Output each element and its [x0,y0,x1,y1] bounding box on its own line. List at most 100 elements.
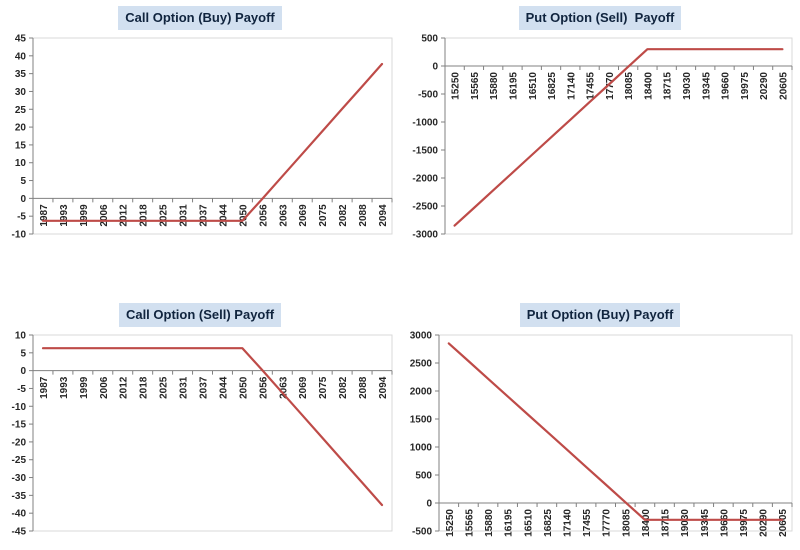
x-category-label: 17140 [562,509,573,537]
x-category-label: 17770 [605,72,616,100]
chart-title-put-buy: Put Option (Buy) Payoff [519,303,681,327]
x-category-label: 2082 [338,204,349,227]
x-category-label: 15880 [489,72,500,100]
x-category-label: 15250 [445,509,456,537]
y-tick-label: 15 [15,140,27,151]
chart-title-wrap: Put Option (Sell) Payoff [400,6,800,30]
x-category-label: 18715 [661,509,672,537]
x-category-label: 20605 [778,509,789,537]
x-category-label: 2006 [99,376,110,399]
y-tick-label: 30 [15,87,27,98]
y-tick-label: 40 [15,51,27,62]
y-tick-label: -1500 [412,146,438,157]
x-category-label: 1999 [79,204,90,227]
y-tick-label: 500 [421,34,438,45]
chart-panel-put-sell: Put Option (Sell) Payoff 500 0 -500 -1000 -1… [400,0,800,275]
x-category-label: 2025 [159,204,170,227]
x-category-label: 2075 [318,376,329,399]
x-category-label: 2063 [278,376,289,399]
x-category-label: 2006 [99,204,110,227]
y-tick-label: -500 [418,90,438,101]
x-category-label: 2063 [278,204,289,227]
x-category-label: 16195 [504,509,515,537]
x-category-label: 2037 [199,376,210,399]
chart-panel-call-buy: Call Option (Buy) Payoff 45 40 35 30 25 20 15 1… [0,0,400,275]
x-category-label: 2056 [258,376,269,399]
y-tick-label: -500 [412,527,432,538]
y-tick-label: -15 [12,420,27,431]
x-category-label: 2012 [119,376,130,399]
x-category-label: 19660 [721,72,732,100]
chart-title-put-sell: Put Option (Sell) Payoff [518,6,682,30]
x-category-label: 2012 [119,204,130,227]
x-category-label: 2044 [218,204,229,227]
x-category-label: 18400 [641,509,652,537]
x-category-label: 19975 [740,72,751,100]
y-tick-label: -40 [12,509,27,520]
y-tick-label: 0 [432,62,438,73]
x-category-label: 19030 [682,72,693,100]
chart-title-wrap: Call Option (Buy) Payoff [0,6,400,30]
value-axis: 45 40 35 30 25 20 15 10 5 0 -5 -10 [12,34,34,241]
x-category-label: 15565 [464,509,475,537]
y-tick-label: -1000 [412,118,438,129]
x-category-label: 1987 [39,204,50,227]
x-category-label: 19345 [701,72,712,100]
y-tick-label: 10 [15,331,27,342]
y-tick-label: 0 [20,366,26,377]
y-tick-label: 35 [15,69,27,80]
payoff-line [41,347,384,507]
chart-title-wrap: Put Option (Buy) Payoff [400,303,800,327]
x-category-label: 2050 [238,376,249,399]
chart-title-call-sell: Call Option (Sell) Payoff [118,303,282,327]
y-tick-label: -2000 [412,174,438,185]
x-category-label: 2075 [318,204,329,227]
x-category-label: 2069 [298,376,309,399]
x-category-label: 2088 [358,376,369,399]
x-category-label: 2031 [179,376,190,399]
x-category-label: 18085 [621,509,632,537]
x-category-label: 16825 [543,509,554,537]
x-category-label: 19345 [700,509,711,537]
x-category-label: 1993 [59,376,70,399]
y-tick-label: 45 [15,34,27,45]
chart-canvas-call-buy: 45 40 35 30 25 20 15 10 5 0 -5 -10 1987 1993 1999 2006 2… [12,34,393,241]
category-axis: 15250 15565 15880 16195 16510 16825 17140 17455… [444,65,793,100]
payoff-line [453,48,784,227]
y-tick-label: 5 [20,176,26,187]
x-category-label: 17455 [586,72,597,100]
x-category-label: 1987 [39,376,50,399]
x-category-label: 2037 [199,204,210,227]
x-category-label: 17455 [582,509,593,537]
y-tick-label: -30 [12,473,27,484]
x-category-label: 2018 [139,376,150,399]
x-category-label: 20290 [759,72,770,100]
x-category-label: 15880 [484,509,495,537]
payoff-line [41,62,384,222]
x-category-label: 16195 [508,72,519,100]
x-category-label: 2082 [338,376,349,399]
y-tick-label: 500 [415,471,432,482]
x-category-label: 2025 [159,376,170,399]
chart-panel-put-buy: Put Option (Buy) Payoff 3000 2500 2000 1500… [400,275,800,550]
y-tick-label: 5 [20,348,26,359]
y-tick-label: 3000 [410,331,433,342]
x-category-label: 18715 [663,72,674,100]
category-axis: 15250 15565 15880 16195 16510 16825 17140 17455… [438,502,793,537]
x-category-label: 17140 [566,72,577,100]
y-tick-label: 20 [15,123,27,134]
x-category-label: 15250 [451,72,462,100]
x-category-label: 20290 [759,509,770,537]
y-tick-label: -5 [17,384,26,395]
y-tick-label: 10 [15,158,27,169]
y-tick-label: -2500 [412,202,438,213]
chart-panel-call-sell: Call Option (Sell) Payoff 10 5 0 -5 -10 -15 -2… [0,275,400,550]
value-axis: 10 5 0 -5 -10 -15 -20 -25 -30 -35 -40 -45 [12,331,34,538]
y-tick-label: -25 [12,455,27,466]
x-category-label: 19030 [680,509,691,537]
y-tick-label: -10 [12,230,27,241]
